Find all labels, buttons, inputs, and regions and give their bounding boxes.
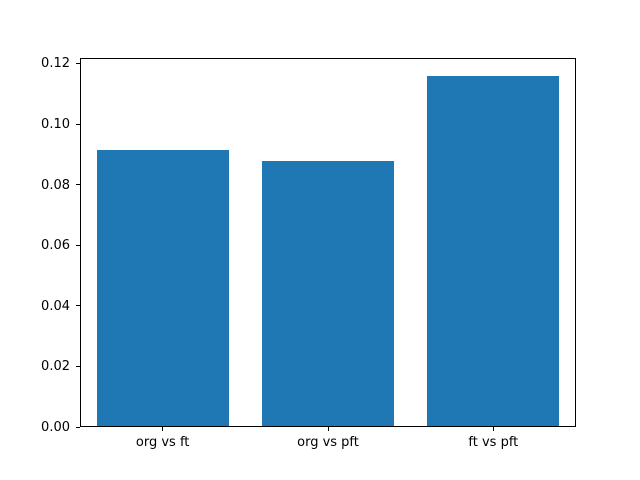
y-axis-tick-label: 0.04 bbox=[41, 298, 70, 314]
y-axis-tick bbox=[76, 426, 80, 428]
y-axis-tick-label: 0.02 bbox=[41, 359, 70, 375]
x-axis-tick-label: org vs ft bbox=[135, 435, 190, 450]
y-axis-tick-label: 0.10 bbox=[41, 117, 70, 133]
y-axis-tick bbox=[76, 244, 80, 246]
x-axis-tick-label: org vs pft bbox=[297, 435, 359, 450]
y-axis-tick bbox=[76, 62, 80, 64]
bar-org-vs-ft bbox=[96, 149, 229, 426]
bar-ft-vs-pft bbox=[427, 75, 560, 426]
x-axis-tick bbox=[492, 427, 494, 431]
bar-org-vs-pft bbox=[261, 161, 395, 426]
y-axis-tick bbox=[76, 305, 80, 307]
y-axis-tick-label: 0.06 bbox=[41, 238, 70, 254]
y-axis-tick-label: 0.08 bbox=[41, 177, 70, 193]
y-axis-tick-label: 0.00 bbox=[41, 420, 70, 435]
y-axis-tick bbox=[76, 184, 80, 186]
x-axis-tick bbox=[162, 427, 164, 431]
x-axis-tick bbox=[327, 427, 329, 431]
y-axis-tick bbox=[76, 123, 80, 125]
y-axis-tick-label: 0.12 bbox=[41, 56, 70, 72]
x-axis-tick-label: ft vs pft bbox=[468, 435, 519, 450]
y-axis-tick bbox=[76, 365, 80, 367]
